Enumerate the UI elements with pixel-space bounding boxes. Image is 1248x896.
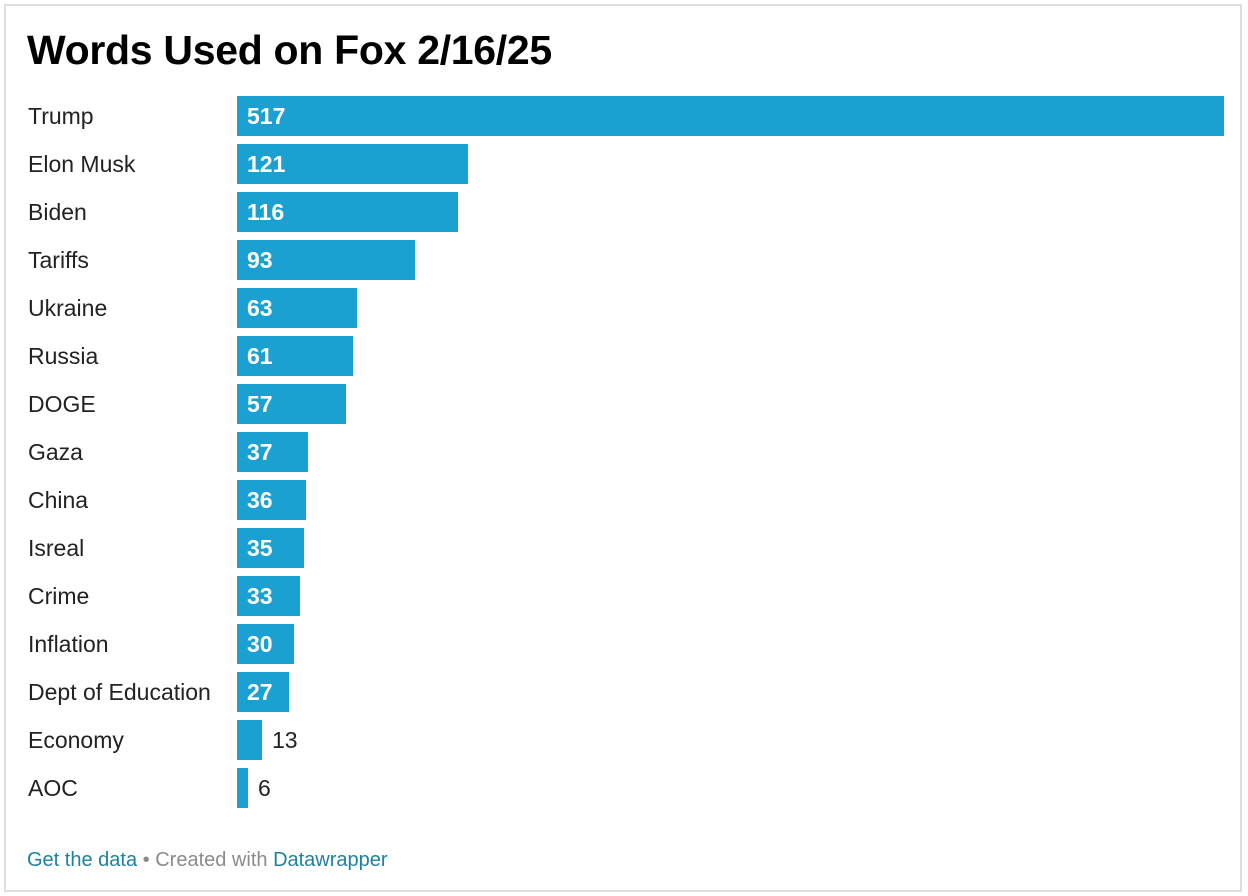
category-label-inflation: Inflation: [28, 631, 109, 657]
bar-china: [237, 480, 306, 520]
category-label-trump: Trump: [28, 103, 94, 129]
category-label-isreal: Isreal: [28, 535, 84, 561]
value-label-china: 36: [247, 487, 273, 513]
chart-frame: [4, 4, 1242, 892]
category-label-gaza: Gaza: [28, 439, 83, 465]
bar-crime: [237, 576, 300, 616]
bar-inflation: [237, 624, 294, 664]
chart-footer: Get the data • Created with Datawrapper: [27, 847, 388, 873]
category-label-china: China: [28, 487, 88, 513]
value-label-biden: 116: [247, 199, 284, 225]
bar-aoc: [237, 768, 248, 808]
category-label-doge: DOGE: [28, 391, 96, 417]
value-label-economy: 13: [272, 727, 298, 753]
category-label-biden: Biden: [28, 199, 87, 225]
datawrapper-link[interactable]: Datawrapper: [273, 849, 388, 871]
bar-dept-of-education: [237, 672, 289, 712]
value-label-gaza: 37: [247, 439, 273, 465]
category-label-ukraine: Ukraine: [28, 295, 107, 321]
value-label-doge: 57: [247, 391, 273, 417]
value-label-crime: 33: [247, 583, 273, 609]
value-label-russia: 61: [247, 343, 273, 369]
get-the-data-link[interactable]: Get the data: [27, 849, 138, 871]
category-label-dept-of-education: Dept of Education: [28, 679, 211, 705]
value-label-aoc: 6: [258, 775, 271, 801]
bar-gaza: [237, 432, 308, 472]
created-with-text: Created with: [155, 849, 268, 871]
value-label-trump: 517: [247, 103, 285, 129]
bar-russia: [237, 336, 353, 376]
category-label-economy: Economy: [28, 727, 124, 753]
category-label-aoc: AOC: [28, 775, 78, 801]
bar-economy: [237, 720, 262, 760]
bar-tariffs: [237, 240, 415, 280]
category-label-tariffs: Tariffs: [28, 247, 89, 273]
bar-trump: [237, 96, 1224, 136]
bar-elon-musk: [237, 144, 468, 184]
bar-biden: [237, 192, 458, 232]
value-label-isreal: 35: [247, 535, 273, 561]
bar-isreal: [237, 528, 304, 568]
bar-ukraine: [237, 288, 357, 328]
category-label-crime: Crime: [28, 583, 89, 609]
value-label-elon-musk: 121: [247, 151, 286, 177]
value-label-dept-of-education: 27: [247, 679, 273, 705]
category-label-russia: Russia: [28, 343, 99, 369]
value-label-inflation: 30: [247, 631, 273, 657]
footer-separator: •: [142, 849, 150, 871]
value-label-ukraine: 63: [247, 295, 273, 321]
category-label-elon-musk: Elon Musk: [28, 151, 136, 177]
chart-title: Words Used on Fox 2/16/25: [27, 27, 552, 73]
bar-doge: [237, 384, 346, 424]
value-label-tariffs: 93: [247, 247, 273, 273]
